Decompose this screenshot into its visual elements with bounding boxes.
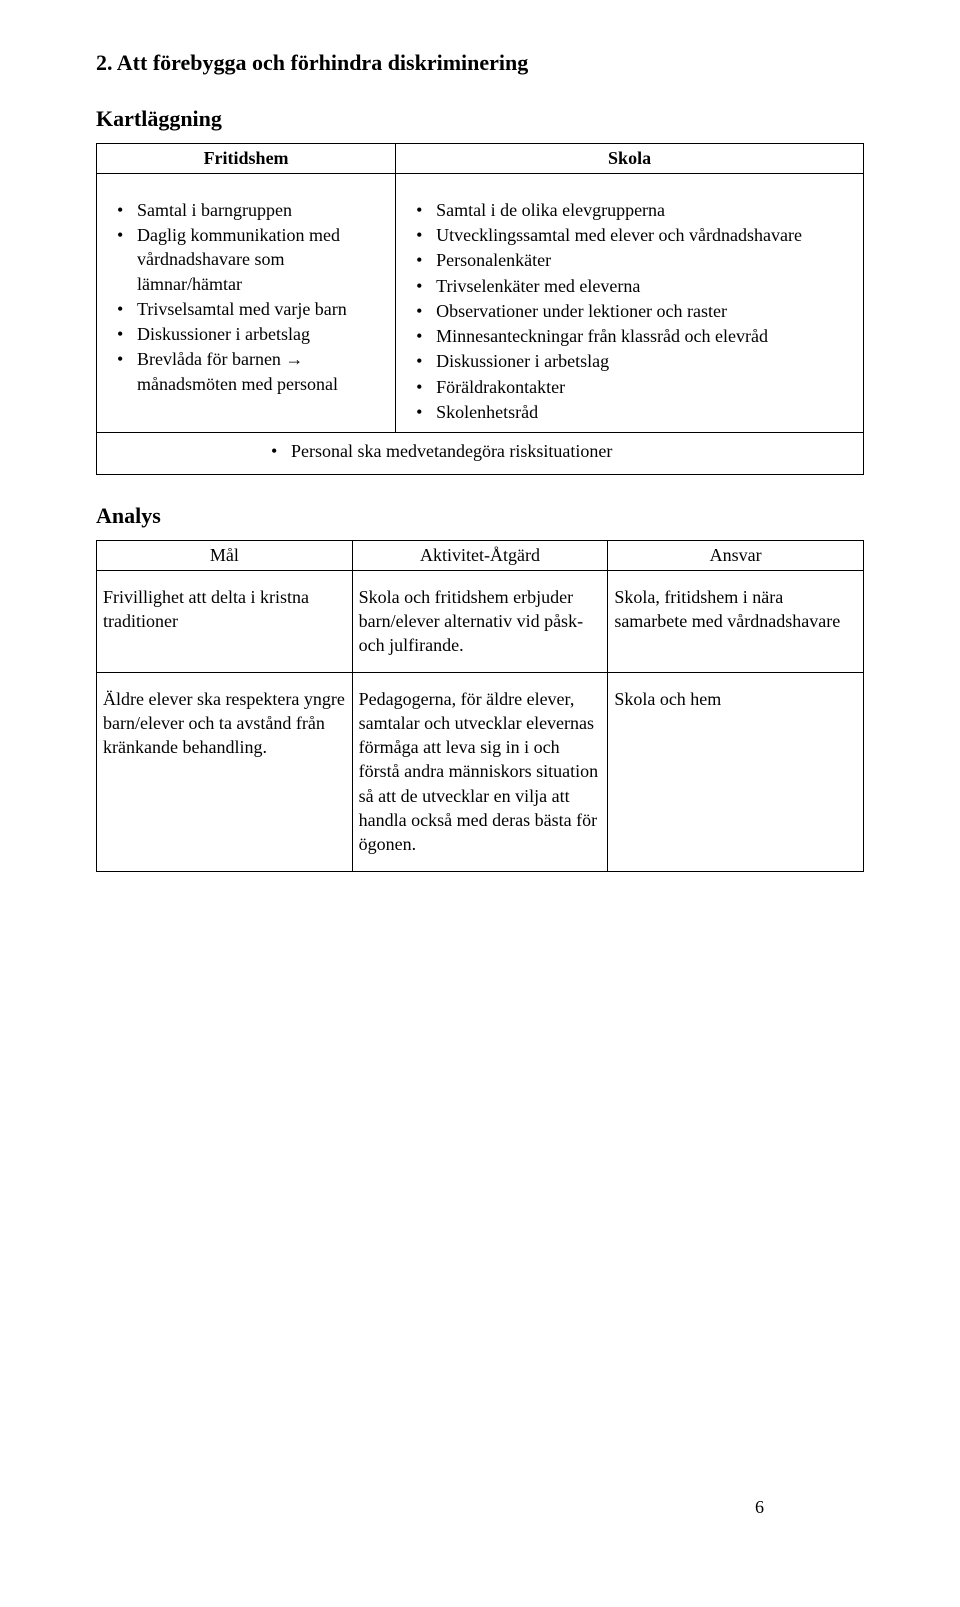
table-header-row: Fritidshem Skola bbox=[97, 144, 864, 173]
table-row: Äldre elever ska respektera yngre barn/e… bbox=[97, 672, 864, 871]
skola-list: Samtal i de olika elevgrupperna Utveckli… bbox=[402, 198, 857, 425]
table-header-row: Mål Aktivitet-Åtgärd Ansvar bbox=[97, 541, 864, 570]
col-header-skola: Skola bbox=[396, 144, 864, 173]
subheading-analys: Analys bbox=[96, 501, 864, 531]
list-item: Trivselsamtal med varje barn bbox=[103, 297, 389, 321]
mal-cell: Frivillighet att delta i kristna traditi… bbox=[97, 570, 353, 672]
list-item: Skolenhetsråd bbox=[402, 400, 857, 424]
list-item: Trivselenkäter med eleverna bbox=[402, 274, 857, 298]
aktivitet-cell: Skola och fritidshem erbjuder barn/eleve… bbox=[352, 570, 608, 672]
table-merged-row: Personal ska medvetandegöra risksituatio… bbox=[97, 433, 864, 474]
list-item: Diskussioner i arbetslag bbox=[402, 349, 857, 373]
col-header-ansvar: Ansvar bbox=[608, 541, 864, 570]
list-item: Utvecklingssamtal med elever och vårdnad… bbox=[402, 223, 857, 247]
col-header-aktivitet: Aktivitet-Åtgärd bbox=[352, 541, 608, 570]
page-number: 6 bbox=[755, 1495, 764, 1519]
list-item: Diskussioner i arbetslag bbox=[103, 322, 389, 346]
list-item: Samtal i de olika elevgrupperna bbox=[402, 198, 857, 222]
list-item: Daglig kommunikation med vårdnadshavare … bbox=[103, 223, 389, 296]
table-body-row: Samtal i barngruppen Daglig kommunikatio… bbox=[97, 173, 864, 433]
table-row: Frivillighet att delta i kristna traditi… bbox=[97, 570, 864, 672]
kartlaggning-table: Fritidshem Skola Samtal i barngruppen Da… bbox=[96, 143, 864, 474]
col-header-mal: Mål bbox=[97, 541, 353, 570]
mal-cell: Äldre elever ska respektera yngre barn/e… bbox=[97, 672, 353, 871]
list-item: Samtal i barngruppen bbox=[103, 198, 389, 222]
fritidshem-list: Samtal i barngruppen Daglig kommunikatio… bbox=[103, 198, 389, 396]
skola-cell: Samtal i de olika elevgrupperna Utveckli… bbox=[396, 173, 864, 433]
list-item: Observationer under lektioner och raster bbox=[402, 299, 857, 323]
section-title: 2. Att förebygga och förhindra diskrimin… bbox=[96, 48, 864, 78]
ansvar-cell: Skola, fritidshem i nära samarbete med v… bbox=[608, 570, 864, 672]
merged-cell: Personal ska medvetandegöra risksituatio… bbox=[97, 433, 864, 474]
analys-table: Mål Aktivitet-Åtgärd Ansvar Frivillighet… bbox=[96, 540, 864, 871]
list-item: Föräldrakontakter bbox=[402, 375, 857, 399]
ansvar-cell: Skola och hem bbox=[608, 672, 864, 871]
col-header-fritidshem: Fritidshem bbox=[97, 144, 396, 173]
list-item: Personal ska medvetandegöra risksituatio… bbox=[257, 439, 857, 463]
aktivitet-cell: Pedagogerna, för äldre elever, samtalar … bbox=[352, 672, 608, 871]
list-item: Personalenkäter bbox=[402, 248, 857, 272]
list-item: Minnesanteckningar från klassråd och ele… bbox=[402, 324, 857, 348]
list-item: Brevlåda för barnen → månadsmöten med pe… bbox=[103, 347, 389, 396]
subheading-kartlaggning: Kartläggning bbox=[96, 104, 864, 134]
fritidshem-cell: Samtal i barngruppen Daglig kommunikatio… bbox=[97, 173, 396, 433]
